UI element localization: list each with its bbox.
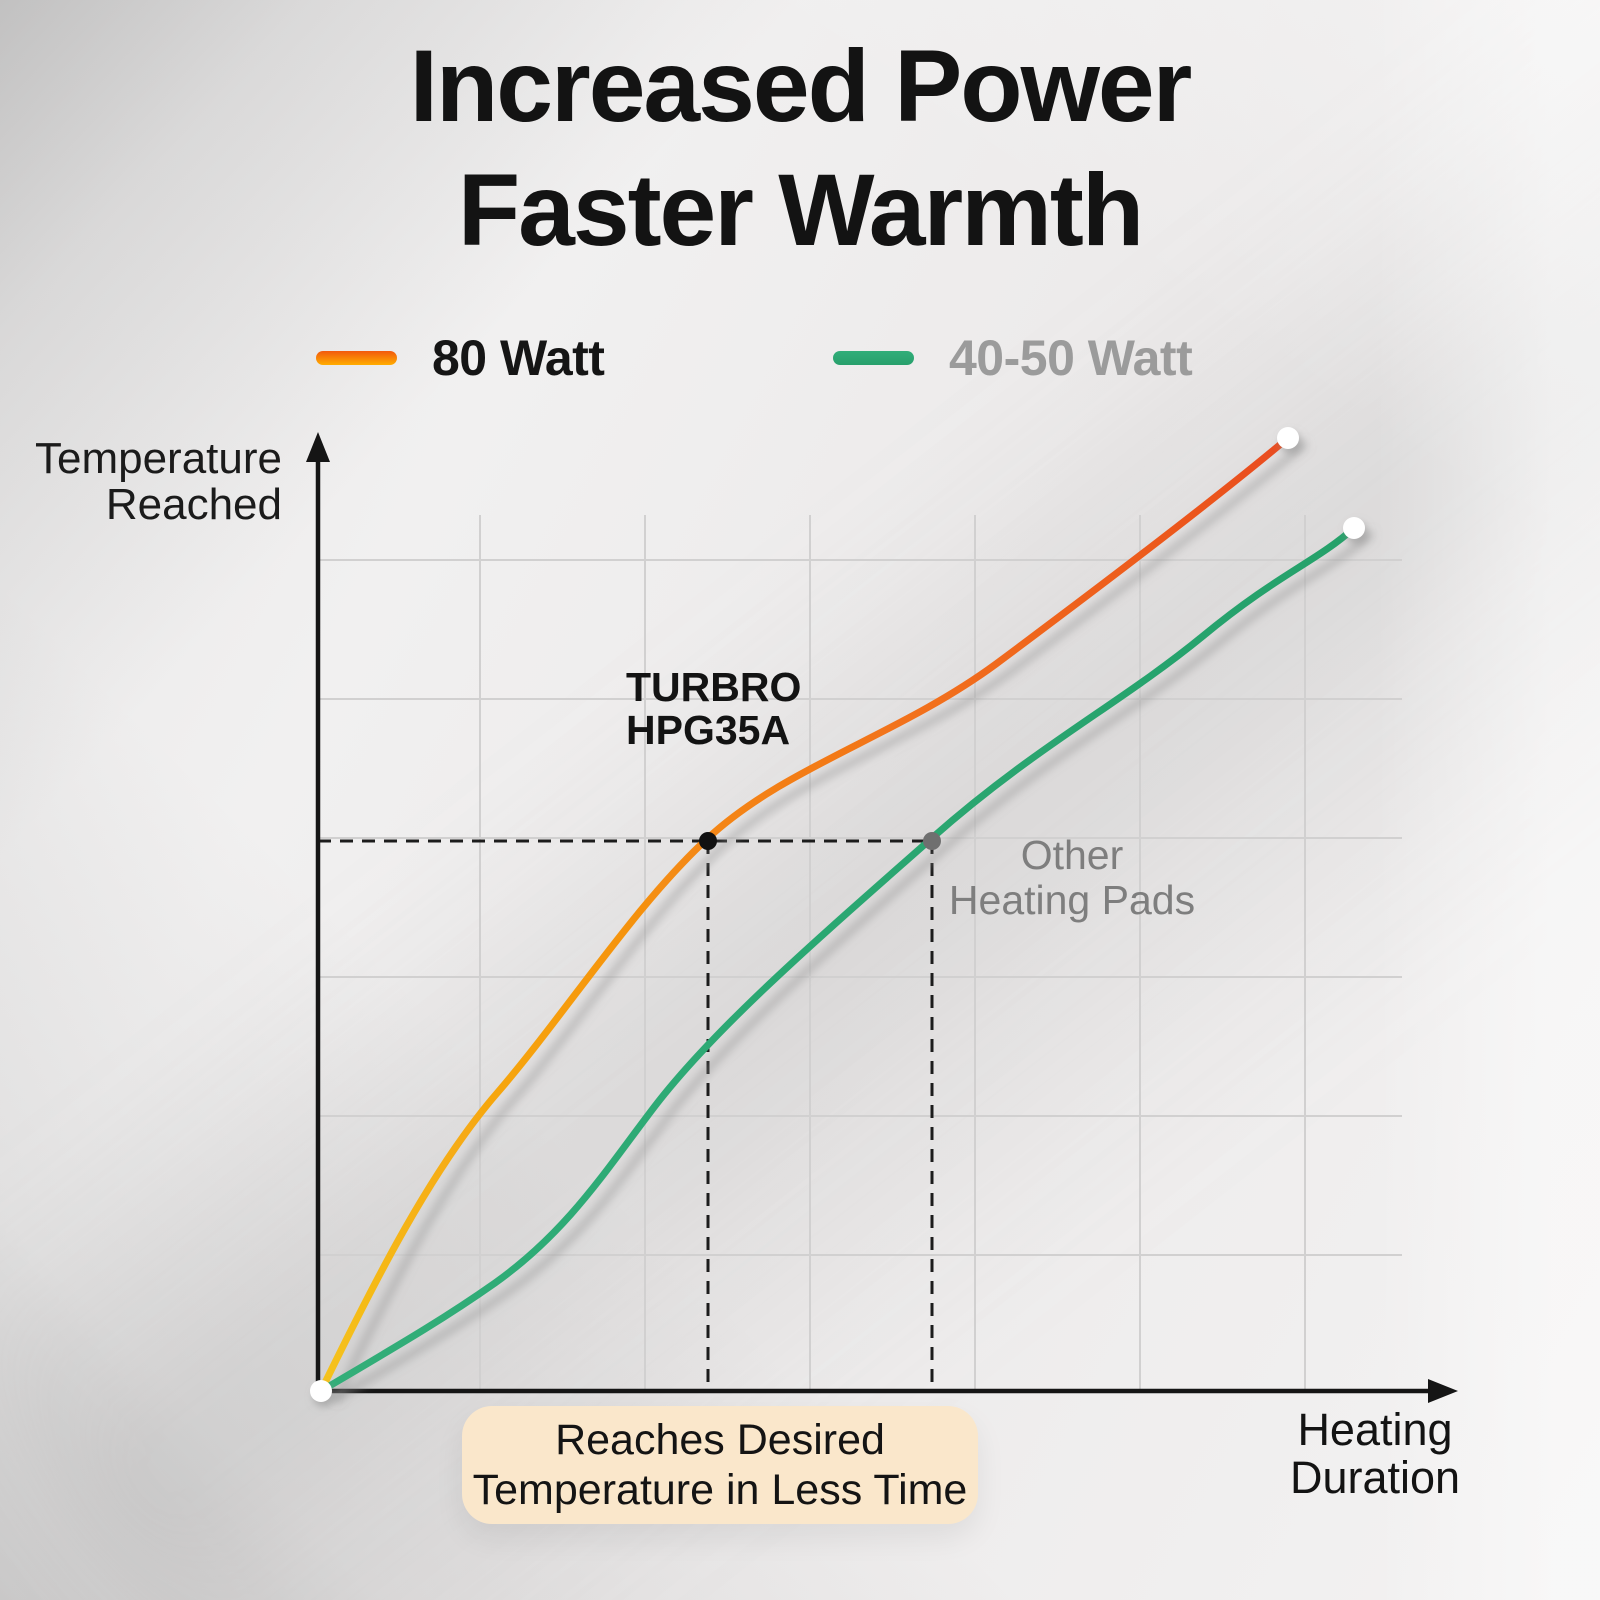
legend-label-80w: 80 Watt — [432, 330, 605, 386]
dashed-reference-lines — [318, 839, 934, 1389]
curve-dots — [310, 427, 1365, 1402]
end-dot-80w — [1277, 427, 1299, 449]
annotation-other-line-2: Heating Pads — [948, 877, 1196, 924]
annotation-turbro-hpg35a: TURBRO HPG35A — [626, 664, 802, 754]
y-axis-arrowhead-icon — [306, 432, 330, 462]
legend-swatch-4050w — [833, 351, 914, 365]
x-axis-label-line-2: Duration — [1289, 1451, 1461, 1503]
x-axis-label: Heating Duration — [1272, 1406, 1478, 1501]
annotation-other-heating-pads: Other Heating Pads — [928, 832, 1216, 924]
origin-dot — [310, 1380, 332, 1402]
legend-item-80w: 80 Watt — [316, 330, 605, 386]
grid-lines — [320, 515, 1402, 1389]
legend-label-4050w: 40-50 Watt — [949, 330, 1193, 386]
page-title: Increased Power Faster Warmth — [0, 24, 1600, 273]
callout-badge: Reaches Desired Temperature in Less Time — [462, 1406, 978, 1524]
legend-item-4050w: 40-50 Watt — [833, 330, 1193, 386]
annotation-turbro-line-1: TURBRO — [626, 664, 802, 710]
y-axis-label-line-1: Temperature — [34, 434, 282, 483]
title-line-1: Increased Power — [409, 29, 1193, 143]
annotation-turbro-line-2: HPG35A — [626, 707, 791, 754]
axes — [306, 432, 1458, 1403]
badge-line-2: Temperature in Less Time — [472, 1466, 968, 1514]
end-dot-4050w — [1343, 517, 1365, 539]
annotation-other-line-1: Other — [1020, 832, 1124, 878]
intersection-dot-80w — [699, 832, 717, 850]
x-axis-label-line-1: Heating — [1297, 1404, 1453, 1455]
badge-line-1: Reaches Desired — [555, 1415, 885, 1464]
y-axis-label-line-2: Reached — [105, 480, 282, 530]
title-line-2: Faster Warmth — [457, 153, 1144, 268]
x-axis-arrowhead-icon — [1428, 1379, 1458, 1403]
legend-swatch-80w — [316, 351, 397, 365]
y-axis-label: Temperature Reached — [30, 434, 282, 530]
intersection-dot-4050w — [923, 832, 941, 850]
curve-4050w — [317, 524, 1358, 1395]
